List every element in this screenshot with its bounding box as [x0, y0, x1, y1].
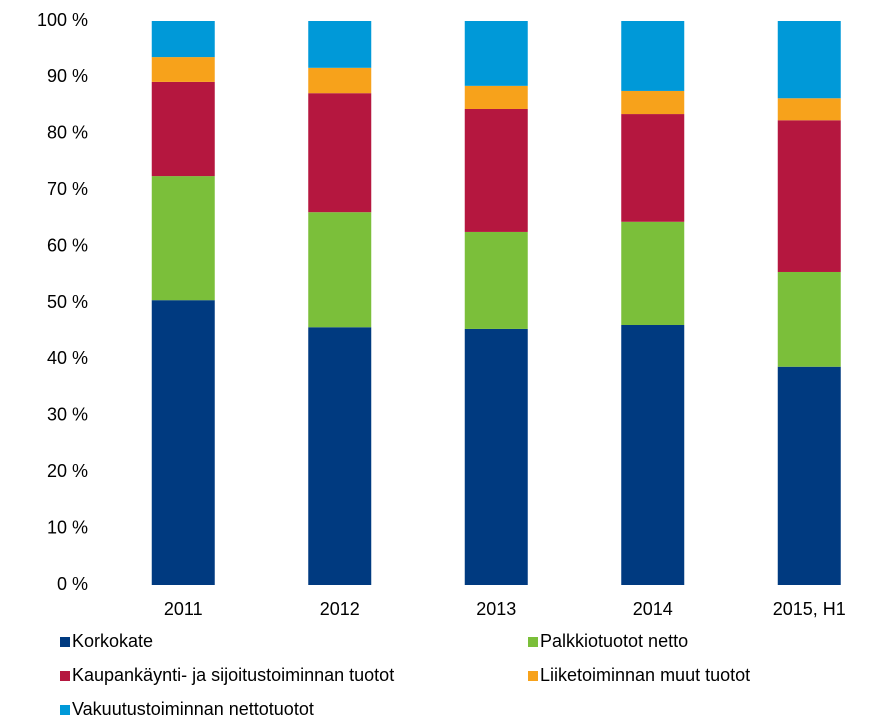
bar-segment — [464, 328, 528, 585]
bar-segment — [308, 21, 372, 68]
bar-segment — [308, 93, 372, 213]
legend-swatch — [60, 671, 70, 681]
bar-segment — [777, 21, 841, 99]
x-tick-label: 2014 — [633, 599, 673, 619]
x-tick-label: 2012 — [320, 599, 360, 619]
bar-segment — [777, 120, 841, 272]
bar-segment — [308, 212, 372, 328]
bar-segment — [464, 108, 528, 232]
legend-label: Vakuutustoiminnan nettotuotot — [72, 699, 314, 719]
bar-segment — [308, 327, 372, 585]
bar-segment — [621, 21, 685, 91]
bar-segment — [151, 21, 215, 58]
x-tick-label: 2011 — [164, 599, 203, 619]
legend-swatch — [528, 671, 538, 681]
bar-segment — [777, 98, 841, 121]
bar-segment — [151, 57, 215, 82]
y-tick-label: 70 % — [47, 179, 88, 199]
bar-segment — [464, 85, 528, 109]
bar-segment — [151, 176, 215, 301]
legend-label: Liiketoiminnan muut tuotot — [540, 665, 750, 685]
bar-segment — [151, 81, 215, 177]
y-tick-label: 10 % — [47, 517, 88, 537]
legend-swatch — [60, 637, 70, 647]
y-tick-label: 30 % — [47, 405, 88, 425]
legend-label: Palkkiotuotot netto — [540, 631, 688, 651]
y-tick-label: 40 % — [47, 348, 88, 368]
y-tick-label: 20 % — [47, 461, 88, 481]
x-tick-label: 2015, H1 — [773, 599, 846, 619]
bar-segment — [777, 366, 841, 585]
legend-swatch — [60, 705, 70, 715]
legend-label: Korkokate — [72, 631, 153, 651]
legend-label: Kaupankäynti- ja sijoitustoiminnan tuoto… — [72, 665, 394, 685]
bar-segment — [621, 221, 685, 325]
x-tick-label: 2013 — [476, 599, 516, 619]
bar-segment — [621, 324, 685, 585]
y-tick-label: 50 % — [47, 292, 88, 312]
y-tick-label: 80 % — [47, 123, 88, 143]
bar-segment — [621, 90, 685, 115]
bar-segment — [464, 231, 528, 329]
y-tick-label: 100 % — [37, 10, 88, 30]
bar-segment — [151, 300, 215, 585]
bar-segment — [777, 271, 841, 367]
bar-segment — [464, 21, 528, 86]
bar-segment — [621, 114, 685, 222]
y-tick-label: 90 % — [47, 66, 88, 86]
legend-swatch — [528, 637, 538, 647]
y-tick-label: 60 % — [47, 235, 88, 255]
bar-segment — [308, 67, 372, 94]
y-tick-label: 0 % — [57, 574, 88, 594]
